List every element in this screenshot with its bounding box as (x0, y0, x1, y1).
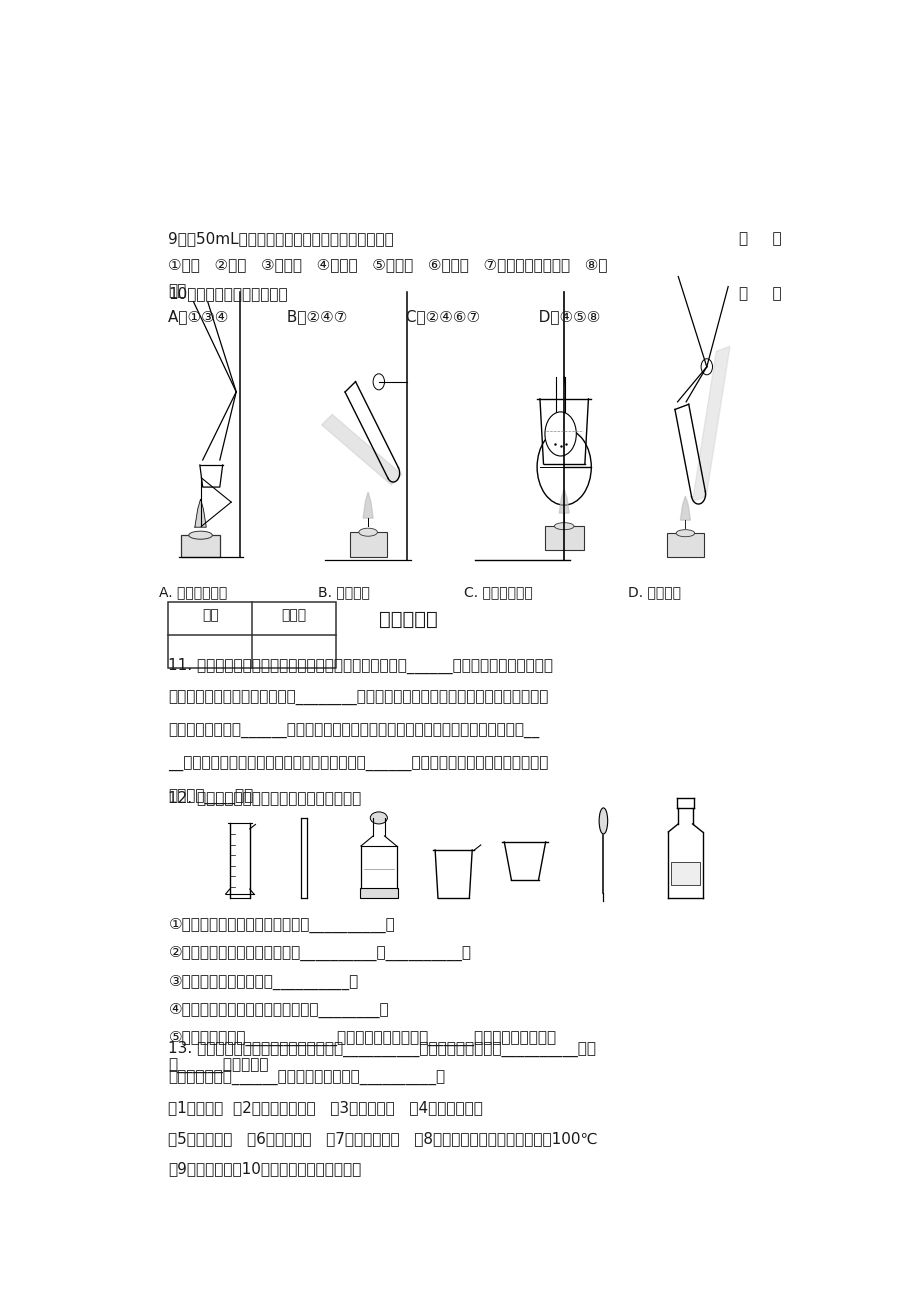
Text: B. 加热粉末: B. 加热粉末 (318, 586, 369, 599)
Text: 11. 实验室取用块状的药品如大理石时，应该用的仪器是______；取用粉末或颗粒状的药: 11. 实验室取用块状的药品如大理石时，应该用的仪器是______；取用粉末或颗… (168, 658, 553, 673)
Bar (544, 526, 584, 551)
Text: A、①③④            B、②④⑦            C、②④⑥⑦            D、④⑤⑧: A、①③④ B、②④⑦ C、②④⑥⑦ D、④⑤⑧ (168, 310, 600, 324)
Text: 得分: 得分 (202, 608, 219, 622)
Ellipse shape (598, 807, 607, 835)
Polygon shape (195, 499, 206, 527)
Bar (349, 533, 386, 557)
Text: 埚钳: 埚钳 (168, 284, 187, 298)
Text: 评卷人: 评卷人 (281, 608, 306, 622)
Text: 二．填空题: 二．填空题 (379, 611, 437, 629)
Text: ①吸取和滴加少量液体时，需要用__________；: ①吸取和滴加少量液体时，需要用__________； (168, 918, 395, 934)
Circle shape (544, 411, 575, 456)
Polygon shape (322, 414, 402, 484)
Bar (181, 535, 220, 557)
Bar (666, 534, 703, 557)
Polygon shape (680, 496, 689, 521)
Text: ⑤能加热的仪器是____________；能直接加热的仪器是______；加热时，应用火焰: ⑤能加热的仪器是____________；能直接加热的仪器是______；加热时… (168, 1030, 556, 1046)
Text: （5）酒精挥发   （6）食物腐败   （7）汽油易挥发   （8）在常温常压下，水的沸点是100℃: （5）酒精挥发 （6）食物腐败 （7）汽油易挥发 （8）在常温常压下，水的沸点是… (168, 1130, 597, 1146)
Text: （     ）: （ ） (738, 286, 780, 302)
Ellipse shape (554, 522, 573, 530)
Text: 品如碳酸钠时，一般用的仪器是________；在取用液体药品时，如果没有说明用量，一般: 品如碳酸钠时，一般用的仪器是________；在取用液体药品时，如果没有说明用量… (168, 690, 549, 706)
Text: 12. 将下列实验所用仪器的名称填在横线上：: 12. 将下列实验所用仪器的名称填在横线上： (168, 790, 361, 805)
Bar (168, 603, 335, 668)
Text: ③给物质加热时，需要用__________；: ③给物质加热时，需要用__________； (168, 974, 358, 990)
Bar (359, 888, 398, 898)
Ellipse shape (675, 530, 694, 536)
Text: ④量取一定量体积的液体时，需要用________；: ④量取一定量体积的液体时，需要用________； (168, 1003, 389, 1018)
Ellipse shape (369, 812, 387, 824)
Ellipse shape (358, 529, 377, 536)
Text: D. 加热液体: D. 加热液体 (628, 586, 681, 599)
Text: 的______部分加热。: 的______部分加热。 (168, 1059, 268, 1074)
Polygon shape (363, 492, 373, 518)
Text: （     ）: （ ） (738, 232, 780, 246)
Polygon shape (559, 490, 569, 513)
Text: 13. 下列变化和性质，属于物理变化的是__________，属于化学变化的是__________，属: 13. 下列变化和性质，属于物理变化的是__________，属于化学变化的是_… (168, 1040, 596, 1057)
Text: ①试管   ②烧杯   ③试管夹   ④酒精灯   ⑤蒸发皿   ⑥石棉网   ⑦铁架台（带铁圈）   ⑧坩: ①试管 ②烧杯 ③试管夹 ④酒精灯 ⑤蒸发皿 ⑥石棉网 ⑦铁架台（带铁圈） ⑧坩 (168, 258, 607, 272)
Polygon shape (692, 346, 730, 501)
Circle shape (700, 359, 711, 375)
Text: A. 高温煅烧固体: A. 高温煅烧固体 (159, 586, 227, 599)
Text: ②用排水法收集气体时，需要用__________、__________；: ②用排水法收集气体时，需要用__________、__________； (168, 947, 471, 961)
Text: （9）纸张燃烧（10）电灯丝通电发光、发热: （9）纸张燃烧（10）电灯丝通电发光、发热 (168, 1161, 361, 1176)
Text: 应取用的最少量是______；用量筒量取一定体积水，若俯视读数，则量取水的体积偏__: 应取用的最少量是______；用量筒量取一定体积水，若俯视读数，则量取水的体积偏… (168, 724, 539, 738)
Text: 10．下列加热方式错误的是: 10．下列加热方式错误的是 (168, 286, 288, 302)
Text: （1）铁生锈  （2）水是无色液体   （3）矿石粉碎   （4）碳酸易分解: （1）铁生锈 （2）水是无色液体 （3）矿石粉碎 （4）碳酸易分解 (168, 1100, 482, 1116)
Text: C. 水浴加热液体: C. 水浴加热液体 (464, 586, 532, 599)
Text: 于物理性质的是______，属于化学性质的是__________。: 于物理性质的是______，属于化学性质的是__________。 (168, 1070, 445, 1086)
Ellipse shape (188, 531, 212, 539)
Bar (671, 862, 699, 885)
Text: 9．给50mL液体加热，需要使用的仪器是下列中的: 9．给50mL液体加热，需要使用的仪器是下列中的 (168, 232, 394, 246)
Text: __；向酒精灯内添加酒精时，不可超过其容积的______；用天平称量药品时，称量物应放: __；向酒精灯内添加酒精时，不可超过其容积的______；用天平称量药品时，称量… (168, 756, 549, 772)
Text: 在天平的____盘。: 在天平的____盘。 (168, 790, 254, 805)
